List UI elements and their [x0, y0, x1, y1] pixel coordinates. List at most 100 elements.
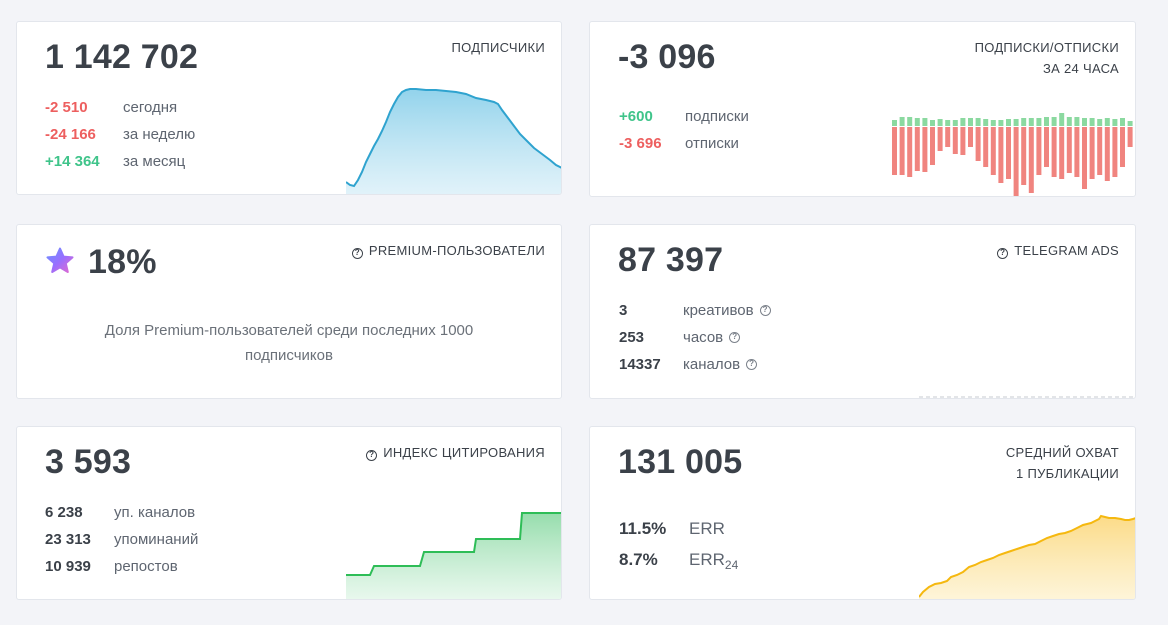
bar-unsubs: [900, 127, 905, 175]
bar-subs: [1059, 113, 1064, 126]
bar-unsubs: [1105, 127, 1110, 181]
subscribers-sparkline[interactable]: [346, 82, 562, 195]
err24-label: ERR24: [689, 544, 738, 575]
bar-subs: [960, 118, 965, 126]
bar-unsubs: [930, 127, 935, 165]
bar-subs: [892, 120, 897, 126]
bar-subs: [1014, 119, 1019, 126]
stat-label-creatives: креативов: [683, 297, 754, 324]
bar-unsubs: [1044, 127, 1049, 167]
stat-value-today: -2 510: [45, 94, 123, 121]
title-line-2: ЗА 24 ЧАСА: [975, 58, 1119, 79]
subs-unsubs-card[interactable]: -3 096 ПОДПИСКИ/ОТПИСКИ ЗА 24 ЧАСА +600 …: [589, 21, 1136, 197]
citation-index-value: 3 593: [45, 443, 131, 482]
bar-subs: [1036, 118, 1041, 126]
help-icon[interactable]: ?: [746, 359, 757, 370]
telegram-ads-title-text: TELEGRAM ADS: [1014, 243, 1119, 258]
bar-unsubs: [1021, 127, 1026, 185]
stat-value-week: -24 166: [45, 121, 123, 148]
help-icon[interactable]: ?: [366, 450, 377, 461]
subs-unsubs-bar-chart[interactable]: [892, 100, 1136, 196]
err-value: 11.5%: [619, 513, 689, 544]
stat-row: -2 510 сегодня: [45, 94, 195, 121]
sparkline-area: [346, 513, 562, 600]
bar-subs: [976, 118, 981, 126]
reach-sparkline[interactable]: [919, 509, 1136, 600]
stat-label-channels: каналов: [683, 351, 740, 378]
subs-unsubs-stats: +600 подписки -3 696 отписки: [619, 103, 749, 157]
bar-subs: [991, 120, 996, 126]
bar-unsubs: [960, 127, 965, 155]
subscribers-card[interactable]: 1 142 702 ПОДПИСЧИКИ -2 510 сегодня -24 …: [16, 21, 562, 195]
bar-unsubs: [1112, 127, 1117, 177]
reach-value: 131 005: [618, 443, 742, 482]
bar-subs: [907, 117, 912, 126]
stat-label-mentions: упоминаний: [114, 526, 198, 553]
bar-subs: [998, 120, 1003, 126]
bar-unsubs: [953, 127, 958, 154]
bar-subs: [922, 118, 927, 126]
bar-subs: [915, 118, 920, 126]
bar-subs: [1090, 118, 1095, 126]
reach-title: СРЕДНИЙ ОХВАТ 1 ПУБЛИКАЦИИ: [1006, 442, 1119, 484]
title-line-2: 1 ПУБЛИКАЦИИ: [1006, 463, 1119, 484]
stat-row: 23 313 упоминаний: [45, 526, 198, 553]
premium-title: ? PREMIUM-ПОЛЬЗОВАТЕЛИ: [352, 240, 545, 261]
stat-row: 6 238 уп. каналов: [45, 499, 198, 526]
stat-label-subs: подписки: [685, 103, 749, 130]
reach-stats: 11.5% ERR 8.7% ERR24: [619, 513, 738, 575]
err-label: ERR: [689, 513, 725, 544]
subscribers-count: 1 142 702: [45, 38, 198, 77]
bar-subs: [930, 120, 935, 126]
err24-value: 8.7%: [619, 544, 689, 575]
premium-card[interactable]: 18% ? PREMIUM-ПОЛЬЗОВАТЕЛИ Доля Premium-п…: [16, 224, 562, 399]
stat-label-unsubs: отписки: [685, 130, 739, 157]
sparkline-area: [919, 516, 1136, 600]
citation-stats: 6 238 уп. каналов 23 313 упоминаний 10 9…: [45, 499, 198, 580]
bar-subs: [1006, 119, 1011, 126]
stat-value-subs: +600: [619, 103, 685, 130]
bar-unsubs: [892, 127, 897, 175]
stat-label-channels: уп. каналов: [114, 499, 195, 526]
stat-value-unsubs: -3 696: [619, 130, 685, 157]
bar-unsubs: [1082, 127, 1087, 189]
telegram-ads-card[interactable]: 87 397 ? TELEGRAM ADS 3 креативов ? 253 ч…: [589, 224, 1136, 399]
bar-unsubs: [915, 127, 920, 171]
bar-subs: [1082, 118, 1087, 126]
stat-label-week: за неделю: [123, 121, 195, 148]
subscribers-stats: -2 510 сегодня -24 166 за неделю +14 364…: [45, 94, 195, 175]
stat-value-month: +14 364: [45, 148, 123, 175]
bar-unsubs: [1029, 127, 1034, 193]
citation-sparkline[interactable]: [346, 485, 562, 600]
premium-percentage: 18%: [88, 243, 157, 282]
stat-row: 10 939 репостов: [45, 553, 198, 580]
citation-title: ? ИНДЕКС ЦИТИРОВАНИЯ: [366, 442, 545, 463]
bar-subs: [1128, 121, 1133, 126]
bar-unsubs: [922, 127, 927, 172]
stat-row: 8.7% ERR24: [619, 544, 738, 575]
help-icon[interactable]: ?: [997, 248, 1008, 259]
bar-unsubs: [1014, 127, 1019, 196]
stat-value-creatives: 3: [619, 297, 683, 324]
reach-card[interactable]: 131 005 СРЕДНИЙ ОХВАТ 1 ПУБЛИКАЦИИ 11.5%…: [589, 426, 1136, 600]
stat-label-hours: часов: [683, 324, 723, 351]
citation-card[interactable]: 3 593 ? ИНДЕКС ЦИТИРОВАНИЯ 6 238 уп. кана…: [16, 426, 562, 600]
help-icon[interactable]: ?: [729, 332, 740, 343]
help-icon[interactable]: ?: [760, 305, 771, 316]
bar-unsubs: [1097, 127, 1102, 175]
help-icon[interactable]: ?: [352, 248, 363, 259]
premium-title-text: PREMIUM-ПОЛЬЗОВАТЕЛИ: [369, 243, 545, 258]
bar-subs: [968, 118, 973, 126]
bar-unsubs: [976, 127, 981, 161]
bar-subs: [983, 119, 988, 126]
stat-label-month: за месяц: [123, 148, 185, 175]
stat-row: 3 креативов ?: [619, 297, 771, 324]
stat-row: +14 364 за месяц: [45, 148, 195, 175]
stat-row: -3 696 отписки: [619, 130, 749, 157]
bar-subs: [1112, 119, 1117, 126]
stat-value-channels: 6 238: [45, 499, 114, 526]
bar-subs: [1097, 119, 1102, 126]
bar-unsubs: [1090, 127, 1095, 179]
stat-row: -24 166 за неделю: [45, 121, 195, 148]
stat-value-reposts: 10 939: [45, 553, 114, 580]
